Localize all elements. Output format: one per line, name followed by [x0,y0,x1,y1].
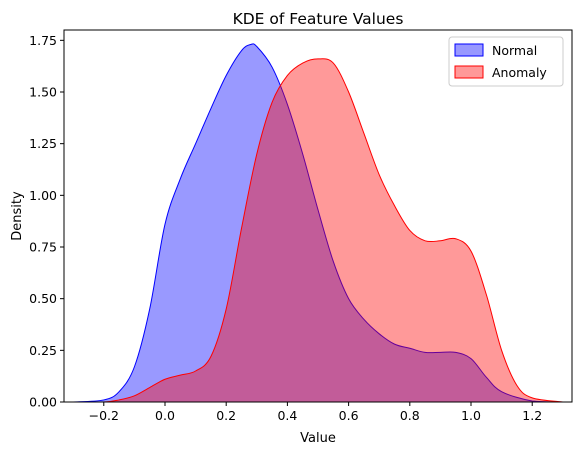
y-tick-label: 0.50 [29,291,57,306]
x-tick-label: 0.0 [155,408,175,423]
y-tick-label: 1.25 [29,136,57,151]
y-tick-label: 0.75 [29,240,57,255]
plot-fills [73,43,563,403]
legend-swatch-normal [454,43,484,57]
y-tick-label: 1.75 [29,33,57,48]
x-tick-label: 0.6 [339,408,359,423]
x-tick-label: 0.4 [277,408,297,423]
x-tick-label: 1.0 [461,408,481,423]
y-tick-label: 1.50 [29,85,57,100]
x-tick-label: 0.8 [400,408,420,423]
legend-label-normal: Normal [492,43,537,58]
y-tick-label: 1.00 [29,188,57,203]
x-tick-label: −0.2 [89,408,119,423]
legend: Normal Anomaly [448,36,564,87]
chart-title: KDE of Feature Values [233,10,404,28]
area-normal [73,43,563,402]
area-anomaly [73,58,563,403]
y-tick-label: 0.25 [29,343,57,358]
line-anomaly [73,58,563,403]
y-axis-label: Density [10,191,25,241]
plot-frame [63,29,573,403]
y-tick-label: 0.00 [29,395,57,410]
x-tick-label: 0.2 [216,408,236,423]
x-axis: −0.2 0.0 0.2 0.4 0.6 0.8 1.0 1.2 [89,402,542,423]
x-tick-label: 1.2 [522,408,542,423]
legend-swatch-anomaly [454,65,484,79]
x-axis-label: Value [300,431,336,446]
y-axis: 0.00 0.25 0.50 0.75 1.00 1.25 1.50 1.75 [29,33,64,410]
line-normal [73,43,563,403]
legend-label-anomaly: Anomaly [492,65,547,80]
